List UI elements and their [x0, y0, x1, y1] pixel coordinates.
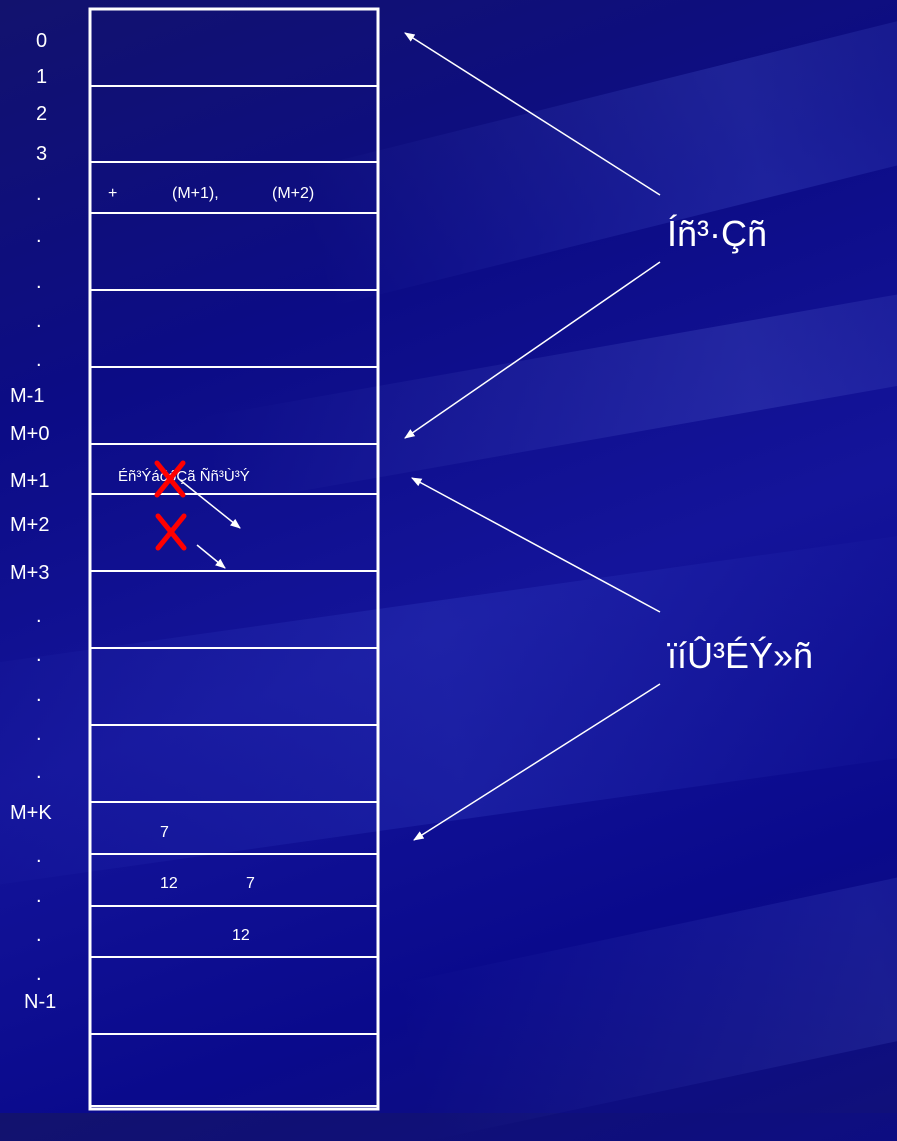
row-label: M-1	[10, 385, 44, 407]
cell-dividers	[90, 85, 378, 1107]
row-label: M+0	[10, 423, 49, 445]
row-label: M+3	[10, 562, 49, 584]
callout-label: Íñ³·Çñ	[667, 213, 767, 254]
cell-text: (M+1),	[172, 185, 219, 202]
row-label: .	[36, 845, 42, 867]
row-labels: 0 1 2 3 . . . . . M-1 M+0 M+1 M+2 M+3 . …	[10, 30, 56, 1013]
row-label: .	[36, 963, 42, 985]
row-label: N-1	[24, 991, 56, 1013]
cell-text: +	[108, 185, 117, 202]
row-label: .	[36, 723, 42, 745]
cell-text: 7	[246, 875, 255, 892]
cell-text: Éñ³ÝáõóÇã Ññ³Ù³Ý	[118, 468, 250, 485]
cell-text: 12	[160, 875, 178, 892]
row-label: M+2	[10, 514, 49, 536]
row-label: .	[36, 310, 42, 332]
memory-diagram: 0 1 2 3 . . . . . M-1 M+0 M+1 M+2 M+3 . …	[10, 7, 813, 1111]
row-label: .	[36, 183, 42, 205]
row-label: 3	[36, 143, 47, 165]
row-label: .	[36, 605, 42, 627]
callout-pointer	[404, 32, 661, 196]
cell-contents: + (M+1), (M+2) Éñ³ÝáõóÇã Ññ³Ù³Ý 7 12 7 1…	[108, 185, 314, 944]
cross-icon	[155, 513, 187, 551]
row-label: .	[36, 924, 42, 946]
row-label: 1	[36, 66, 47, 88]
row-label: .	[36, 271, 42, 293]
row-label: 0	[36, 30, 47, 52]
row-label: .	[36, 225, 42, 247]
memory-block	[88, 7, 380, 1111]
row-label: .	[36, 644, 42, 666]
row-label: M+1	[10, 470, 49, 492]
cell-text: 7	[160, 824, 169, 841]
row-label: .	[36, 684, 42, 706]
row-label: 2	[36, 103, 47, 125]
shift-arrow	[179, 479, 241, 529]
row-label: .	[36, 885, 42, 907]
row-label: M+K	[10, 802, 52, 824]
callout-label: ïíÛ³ÉÝ»ñ	[667, 635, 813, 676]
cell-text: 12	[232, 927, 250, 944]
callout-pointer	[413, 683, 661, 841]
cross-icon	[154, 460, 186, 498]
row-label: .	[36, 349, 42, 371]
cell-text: (M+2)	[272, 185, 314, 202]
row-label: .	[36, 761, 42, 783]
shift-arrow	[196, 544, 226, 569]
callout-pointer	[404, 261, 661, 439]
callout-pointer	[411, 477, 661, 613]
